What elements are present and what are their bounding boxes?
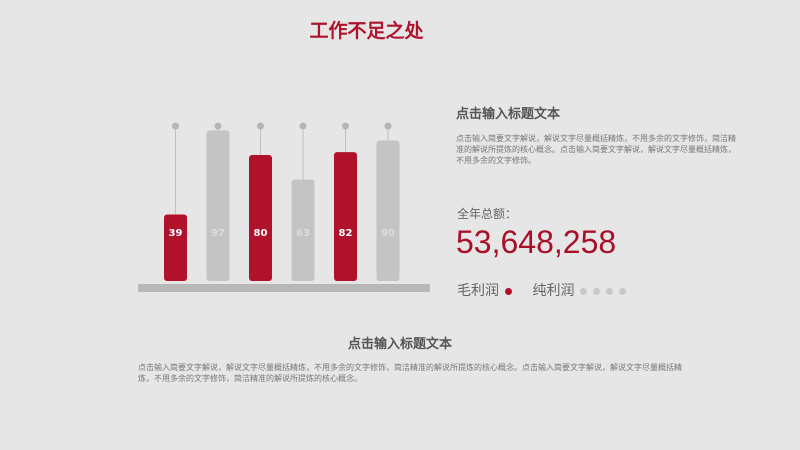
- stem-dot: [299, 122, 307, 130]
- bar-chart: 39 97 80 63 82 90: [138, 122, 430, 292]
- bar-value-label: 80: [254, 228, 268, 239]
- bar-value-label: 39: [169, 228, 183, 239]
- dot-icon: [593, 287, 601, 295]
- bar-value-label: 82: [339, 228, 353, 239]
- total-label: 全年总额：: [457, 207, 518, 221]
- total-value: 53,648,258: [456, 224, 617, 260]
- stem-dot: [342, 122, 349, 130]
- dot-icon: [606, 287, 614, 295]
- dot-icon: [619, 287, 627, 295]
- bar-value-label: 90: [381, 228, 395, 239]
- baseline: [138, 284, 430, 292]
- slide-title: 工作不足之处: [309, 20, 424, 42]
- right-heading: 点击输入标题文本: [456, 107, 561, 122]
- bar: [334, 152, 357, 281]
- bar: [206, 130, 230, 281]
- stem-dot: [257, 122, 264, 130]
- bottom-body: 点击输入简要文字解说，解说文字尽量概括精炼，不用多余的文字修饰，简洁精准的解说所…: [138, 363, 682, 383]
- tab-net-profit[interactable]: 纯利润: [532, 283, 575, 299]
- right-body: 点击输入简要文字解说，解说文字尽量概括精炼，不用多余的文字修饰，简洁精准的解说所…: [456, 134, 736, 165]
- bar-value-label: 97: [211, 228, 225, 239]
- bar: [376, 140, 400, 281]
- active-dot-icon: [505, 287, 512, 295]
- bar: [249, 155, 272, 281]
- dot-icon: [580, 287, 588, 295]
- stem-dot: [384, 122, 392, 130]
- stem-dot: [214, 122, 222, 130]
- bar: [164, 214, 187, 281]
- bar-value-label: 63: [296, 228, 310, 239]
- stem-dot: [172, 122, 179, 130]
- tab-gross-profit[interactable]: 毛利润: [457, 283, 499, 299]
- bottom-heading: 点击输入标题文本: [347, 337, 452, 352]
- bar: [291, 179, 315, 281]
